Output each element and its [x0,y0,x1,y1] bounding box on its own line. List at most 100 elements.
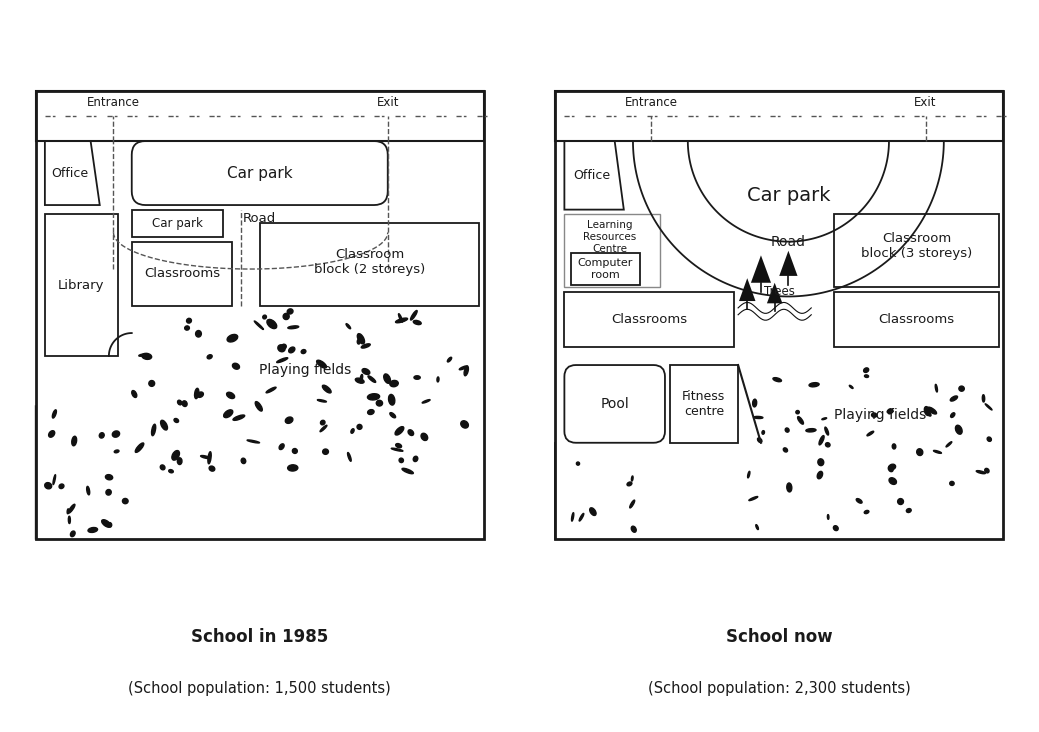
Bar [564,292,734,347]
Ellipse shape [383,374,391,384]
Ellipse shape [985,404,992,410]
Ellipse shape [927,411,931,416]
Ellipse shape [951,413,955,417]
Ellipse shape [266,387,276,393]
Ellipse shape [827,515,829,519]
Ellipse shape [590,508,596,515]
Ellipse shape [59,484,64,488]
Ellipse shape [893,444,896,449]
Ellipse shape [289,347,295,353]
Polygon shape [633,141,943,296]
Ellipse shape [916,449,923,455]
Ellipse shape [228,335,238,342]
Text: School now: School now [726,628,832,646]
Polygon shape [767,283,782,303]
Ellipse shape [395,427,404,435]
Ellipse shape [977,471,985,474]
Ellipse shape [956,425,962,434]
Text: Road: Road [771,235,806,249]
Text: Classrooms: Classrooms [611,313,687,326]
Ellipse shape [762,430,765,434]
Ellipse shape [207,355,212,359]
Bar [45,214,118,356]
Ellipse shape [174,419,179,422]
Ellipse shape [241,458,246,463]
Polygon shape [555,365,998,539]
Ellipse shape [108,523,112,527]
Ellipse shape [987,437,991,441]
Ellipse shape [822,418,827,419]
Ellipse shape [950,482,954,485]
Text: Car park: Car park [152,217,203,230]
Ellipse shape [187,318,191,323]
Ellipse shape [368,376,376,382]
Ellipse shape [809,383,819,386]
Text: Learning
Resources
Centre: Learning Resources Centre [584,220,637,254]
Text: Playing fields: Playing fields [260,362,351,377]
Ellipse shape [982,395,985,402]
Ellipse shape [408,430,414,436]
Ellipse shape [389,395,395,405]
Ellipse shape [357,334,365,344]
Ellipse shape [410,310,418,320]
Ellipse shape [357,425,362,430]
Ellipse shape [351,429,354,433]
Bar [260,223,479,306]
Text: Exit: Exit [376,96,399,108]
Ellipse shape [233,363,240,369]
Ellipse shape [437,377,439,382]
Ellipse shape [925,406,930,416]
Ellipse shape [209,466,215,471]
Ellipse shape [888,409,894,414]
Bar [834,292,998,347]
Bar [669,365,738,443]
Ellipse shape [178,400,182,405]
Ellipse shape [928,407,936,414]
Ellipse shape [787,483,792,492]
Ellipse shape [197,392,204,397]
Text: Entrance: Entrance [87,96,140,108]
Ellipse shape [355,378,364,384]
Ellipse shape [785,428,789,432]
Ellipse shape [168,470,174,473]
Ellipse shape [105,474,112,479]
Ellipse shape [182,401,187,406]
Ellipse shape [346,324,350,329]
Bar [35,91,484,141]
Polygon shape [751,255,771,283]
Ellipse shape [53,475,56,485]
Ellipse shape [864,510,869,514]
Ellipse shape [863,368,869,373]
Ellipse shape [323,449,328,455]
Ellipse shape [233,415,245,420]
Ellipse shape [68,509,69,514]
Bar [132,242,233,306]
Ellipse shape [448,357,452,362]
Ellipse shape [152,425,156,436]
Ellipse shape [748,471,750,478]
Ellipse shape [88,528,98,532]
Ellipse shape [149,381,155,386]
Ellipse shape [632,476,633,481]
Ellipse shape [276,358,288,362]
Ellipse shape [577,462,580,466]
Ellipse shape [933,450,941,453]
Ellipse shape [69,504,75,513]
Text: Classroom
block (2 storeys): Classroom block (2 storeys) [314,248,425,276]
Text: (School population: 1,500 students): (School population: 1,500 students) [129,681,391,695]
Ellipse shape [347,452,351,461]
Text: Classroom
block (3 storeys): Classroom block (3 storeys) [860,232,973,260]
Ellipse shape [806,429,816,432]
Ellipse shape [292,449,297,453]
Ellipse shape [390,381,398,386]
Ellipse shape [414,456,418,462]
Ellipse shape [284,313,289,320]
Ellipse shape [362,344,370,348]
Ellipse shape [421,433,428,441]
Text: Classrooms: Classrooms [878,313,955,326]
Ellipse shape [872,413,877,417]
Ellipse shape [459,366,468,370]
Ellipse shape [796,411,799,414]
Ellipse shape [160,465,165,470]
Ellipse shape [906,509,911,512]
